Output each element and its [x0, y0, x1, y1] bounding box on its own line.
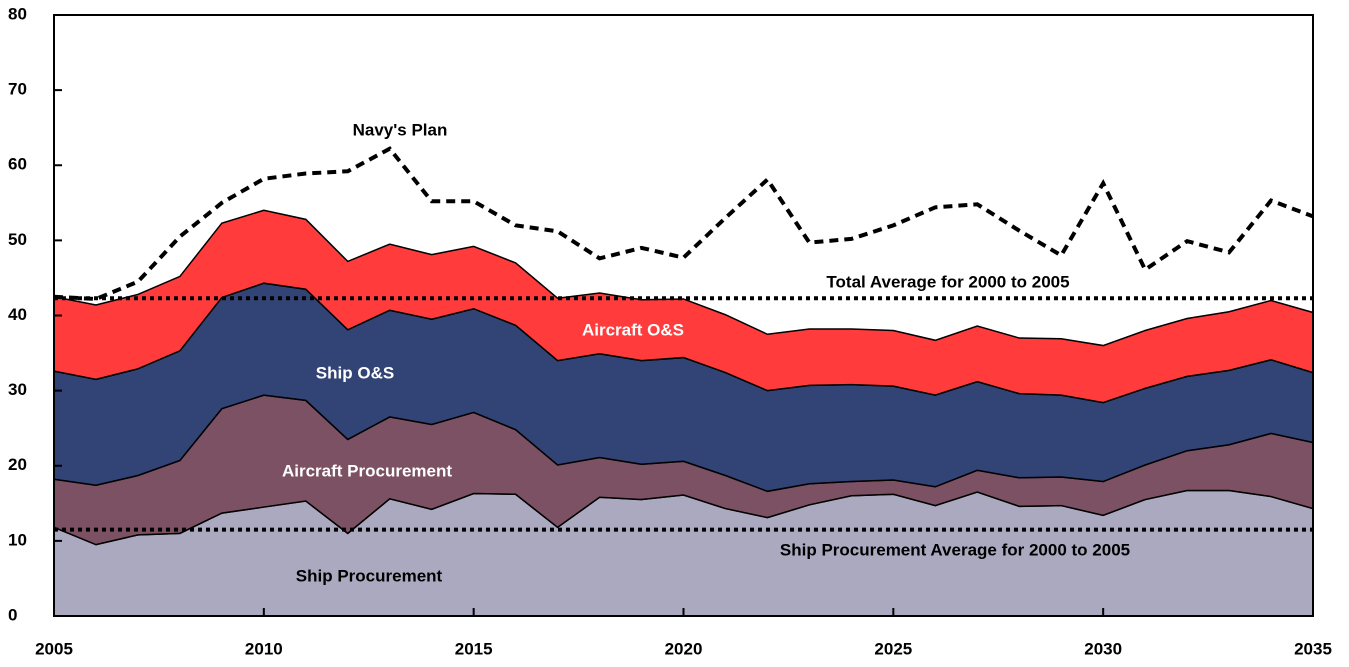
x-tick-label: 2030 [1084, 639, 1122, 658]
series-label: Ship Procurement [296, 566, 443, 585]
y-tick-label: 80 [8, 4, 27, 23]
x-tick-label: 2005 [35, 639, 73, 658]
x-tick-label: 2025 [874, 639, 912, 658]
y-tick-label: 40 [8, 305, 27, 324]
x-tick-label: 2020 [665, 639, 703, 658]
y-tick-label: 70 [8, 80, 27, 99]
plan-line [53, 146, 1314, 301]
series-label: Aircraft Procurement [282, 461, 452, 480]
series-label: Aircraft O&S [582, 320, 684, 339]
x-tick-label: 2015 [455, 639, 493, 658]
y-tick-label: 0 [8, 605, 17, 624]
x-tick-label: 2035 [1294, 639, 1332, 658]
y-tick-label: 60 [8, 155, 27, 174]
series-label: Navy's Plan [353, 120, 448, 139]
series-label: Ship Procurement Average for 2000 to 200… [780, 540, 1130, 559]
y-tick-label: 30 [8, 380, 27, 399]
x-tick-label: 2010 [245, 639, 283, 658]
y-tick-label: 20 [8, 455, 27, 474]
y-tick-label: 50 [8, 230, 27, 249]
series-label: Total Average for 2000 to 2005 [826, 272, 1069, 291]
series-label: Ship O&S [316, 363, 394, 382]
y-tick-label: 10 [8, 530, 27, 549]
